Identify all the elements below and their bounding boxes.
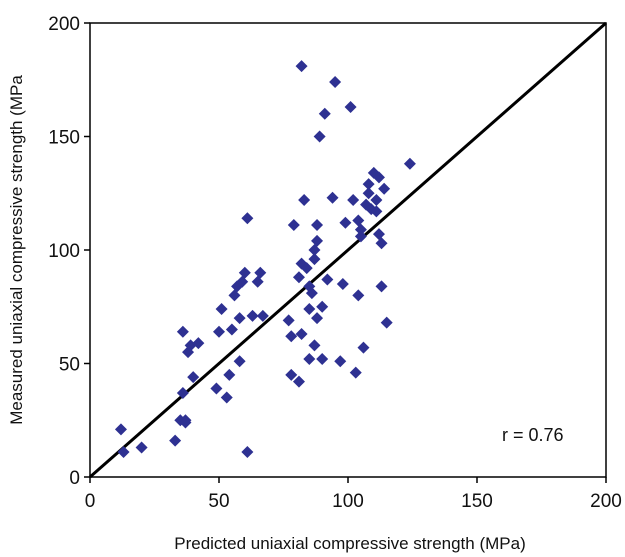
data-point xyxy=(213,325,225,338)
y-axis-label: Measured uniaxial compressive strength (… xyxy=(7,75,26,425)
data-point xyxy=(321,273,334,286)
data-point xyxy=(176,387,189,400)
data-point xyxy=(308,339,321,352)
data-point xyxy=(236,275,249,288)
data-point xyxy=(352,214,365,227)
data-point xyxy=(352,289,365,302)
data-point xyxy=(292,375,305,388)
data-point xyxy=(117,446,130,459)
data-point xyxy=(308,253,321,266)
y-tick-label: 50 xyxy=(59,355,80,376)
data-point xyxy=(300,262,313,275)
data-point xyxy=(246,309,259,322)
data-point xyxy=(308,244,321,256)
data-point xyxy=(238,266,251,279)
correlation-annotation: r = 0.76 xyxy=(502,425,564,445)
y-tick-label: 150 xyxy=(48,128,80,149)
data-point xyxy=(354,223,367,236)
x-axis-ticks xyxy=(89,477,607,483)
data-point xyxy=(334,355,347,368)
data-point xyxy=(344,100,357,113)
data-point xyxy=(292,271,305,284)
data-point xyxy=(311,312,324,325)
data-point xyxy=(220,391,233,404)
data-point xyxy=(380,316,393,329)
data-point xyxy=(316,300,329,313)
data-point xyxy=(254,266,267,279)
data-point xyxy=(241,446,254,459)
data-point xyxy=(285,330,298,343)
data-point xyxy=(336,278,349,291)
data-point xyxy=(370,205,383,218)
data-point xyxy=(347,194,360,207)
data-point xyxy=(282,314,295,327)
data-point xyxy=(215,303,228,316)
data-point xyxy=(169,434,182,447)
data-point xyxy=(287,219,300,232)
data-point xyxy=(187,371,200,384)
data-point xyxy=(316,352,329,365)
data-point xyxy=(295,327,308,340)
data-point xyxy=(403,157,416,170)
data-points xyxy=(114,60,416,459)
data-point xyxy=(298,194,311,207)
data-point xyxy=(378,182,391,195)
x-axis-label: Predicted uniaxial compressive strength … xyxy=(174,534,525,553)
x-tick-label: 50 xyxy=(208,491,229,512)
data-point xyxy=(326,191,339,204)
data-point xyxy=(210,382,223,395)
data-point xyxy=(233,312,246,325)
data-point xyxy=(339,216,352,229)
data-point xyxy=(329,76,342,89)
data-point xyxy=(192,337,205,350)
data-point xyxy=(176,325,189,338)
data-point xyxy=(370,194,383,207)
data-point xyxy=(311,219,324,232)
data-point xyxy=(225,323,238,336)
one-to-one-line xyxy=(89,21,607,479)
y-axis-tick-labels: 0 50 100 150 200 xyxy=(48,14,80,489)
data-point xyxy=(362,187,375,200)
data-point xyxy=(305,287,318,300)
data-point xyxy=(223,368,236,381)
data-point xyxy=(372,171,385,184)
x-axis-tick-labels: 0 50 100 150 200 xyxy=(85,491,622,512)
x-tick-label: 100 xyxy=(332,491,364,512)
data-point xyxy=(354,230,367,243)
data-point xyxy=(285,368,298,381)
data-point xyxy=(135,441,148,454)
y-tick-label: 100 xyxy=(48,241,80,262)
data-point xyxy=(251,275,264,288)
data-point xyxy=(114,423,127,436)
x-tick-label: 150 xyxy=(461,491,493,512)
y-tick-label: 200 xyxy=(48,14,80,35)
data-point xyxy=(362,178,375,191)
data-point xyxy=(349,366,362,379)
data-point xyxy=(372,228,385,241)
data-point xyxy=(303,352,316,365)
data-point xyxy=(241,212,254,225)
data-point xyxy=(303,303,316,316)
data-point xyxy=(233,355,246,368)
x-tick-label: 0 xyxy=(85,491,96,512)
y-axis-ticks xyxy=(84,22,90,478)
y-tick-label: 0 xyxy=(69,468,80,489)
data-point xyxy=(313,130,326,143)
data-point xyxy=(357,341,370,354)
data-point xyxy=(228,289,241,302)
data-point xyxy=(318,107,331,120)
data-point xyxy=(311,234,324,247)
data-point xyxy=(375,237,388,250)
data-point xyxy=(179,416,192,429)
data-point xyxy=(256,309,269,322)
data-point xyxy=(375,280,388,293)
data-point xyxy=(295,60,308,73)
x-tick-label: 200 xyxy=(590,491,622,512)
